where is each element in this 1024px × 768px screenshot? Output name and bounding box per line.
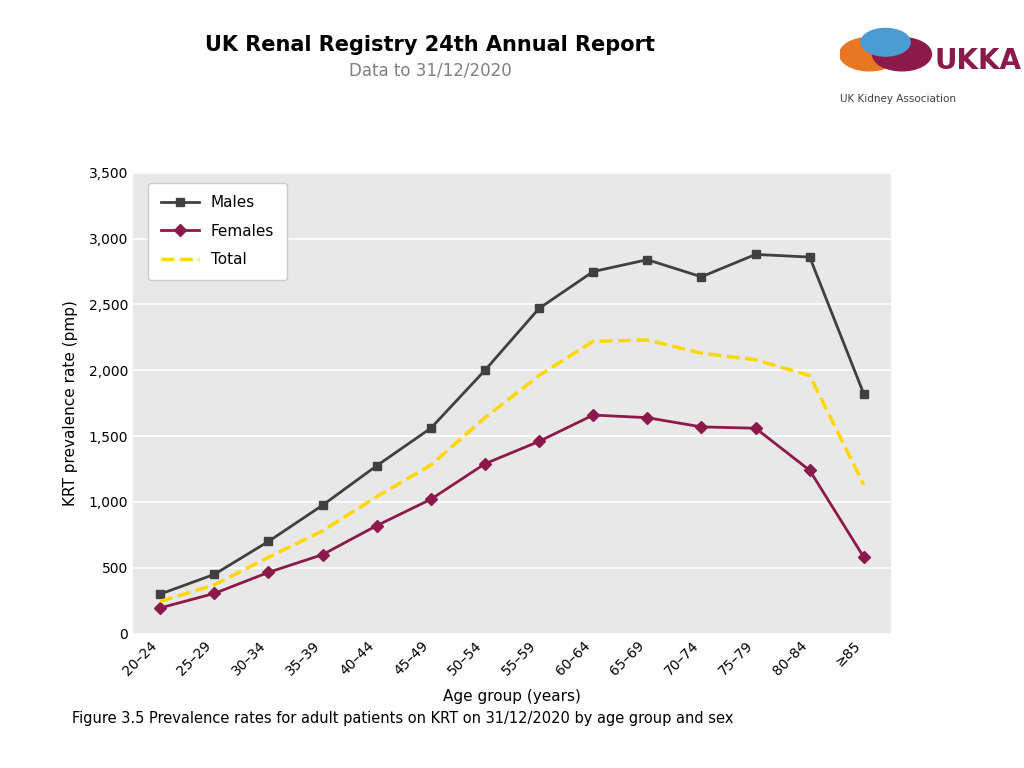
Females [371,521,383,530]
Total [208,581,220,590]
Total [858,480,870,489]
Females [858,553,870,562]
Males [479,366,492,375]
Total [425,461,437,470]
Males [208,570,220,579]
Circle shape [840,38,899,71]
Males [154,590,166,599]
X-axis label: Age group (years): Age group (years) [443,690,581,704]
Line: Males: Males [156,250,868,598]
Circle shape [872,38,932,71]
Females [587,410,599,419]
Males [371,461,383,470]
Total [641,336,653,345]
Females [532,437,545,446]
Line: Females: Females [156,411,868,612]
Total [371,492,383,502]
Females [316,550,329,559]
Line: Total: Total [160,340,864,601]
Text: Figure 3.5 Prevalence rates for adult patients on KRT on 31/12/2020 by age group: Figure 3.5 Prevalence rates for adult pa… [72,710,733,726]
Text: UK Renal Registry 24th Annual Report: UK Renal Registry 24th Annual Report [205,35,655,55]
Females [641,413,653,422]
Total [750,355,762,364]
Males [641,255,653,264]
Females [208,589,220,598]
Total [587,336,599,346]
Total [316,526,329,535]
Females [479,459,492,468]
Text: UKKA: UKKA [935,47,1022,74]
Males [262,537,274,546]
Males [695,272,708,281]
Females [804,465,816,475]
Total [804,371,816,380]
Total [154,597,166,606]
Males [750,250,762,259]
Total [532,371,545,380]
Males [587,267,599,276]
Total [479,413,492,422]
Males [316,501,329,510]
Males [425,424,437,433]
Females [425,495,437,504]
Circle shape [861,28,910,56]
Text: UK Kidney Association: UK Kidney Association [840,94,955,104]
Legend: Males, Females, Total: Males, Females, Total [148,183,287,280]
Y-axis label: KRT prevalence rate (pmp): KRT prevalence rate (pmp) [62,300,78,506]
Males [858,389,870,399]
Females [695,422,708,432]
Females [154,604,166,613]
Males [532,304,545,313]
Total [695,349,708,358]
Text: Data to 31/12/2020: Data to 31/12/2020 [349,61,511,79]
Males [804,253,816,262]
Total [262,553,274,562]
Females [750,424,762,433]
Females [262,568,274,577]
